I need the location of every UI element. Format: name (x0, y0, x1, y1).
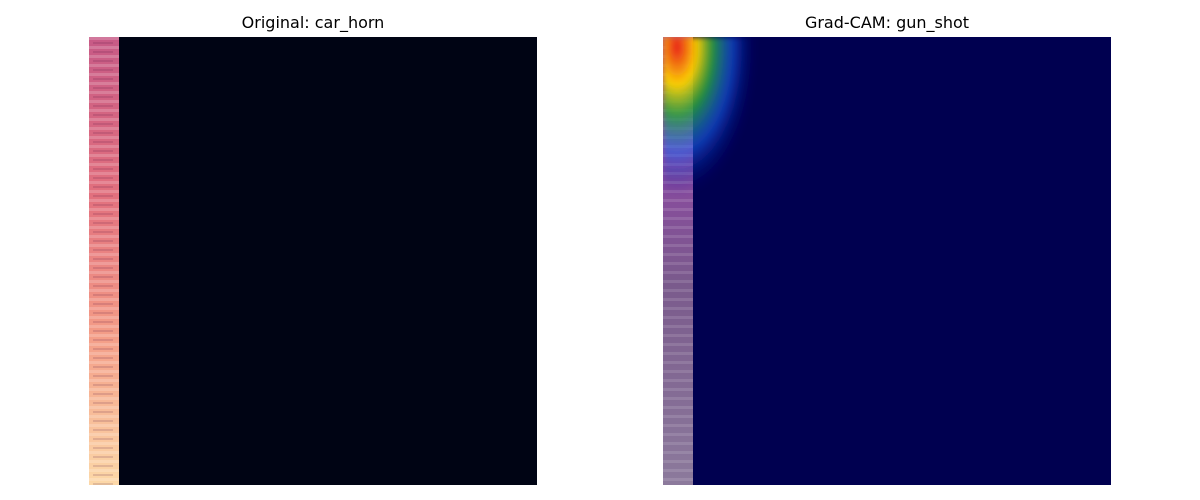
gradcam-overlay-svg (663, 37, 1111, 485)
spectrogram-band-texture (89, 37, 119, 485)
original-spectrogram-panel: Original: car_horn (89, 0, 537, 500)
gradcam-title: Grad-CAM: gun_shot (804, 13, 970, 32)
original-spectrogram-svg (89, 37, 537, 485)
original-spectrogram-image (89, 37, 537, 485)
original-title: Original: car_horn (241, 13, 385, 32)
spectrogram-background (89, 37, 537, 485)
gradcam-panel: Grad-CAM: gun_shot (663, 0, 1111, 500)
gradcam-activation-hotspot (663, 37, 773, 237)
gradcam-overlay-image (663, 37, 1111, 485)
